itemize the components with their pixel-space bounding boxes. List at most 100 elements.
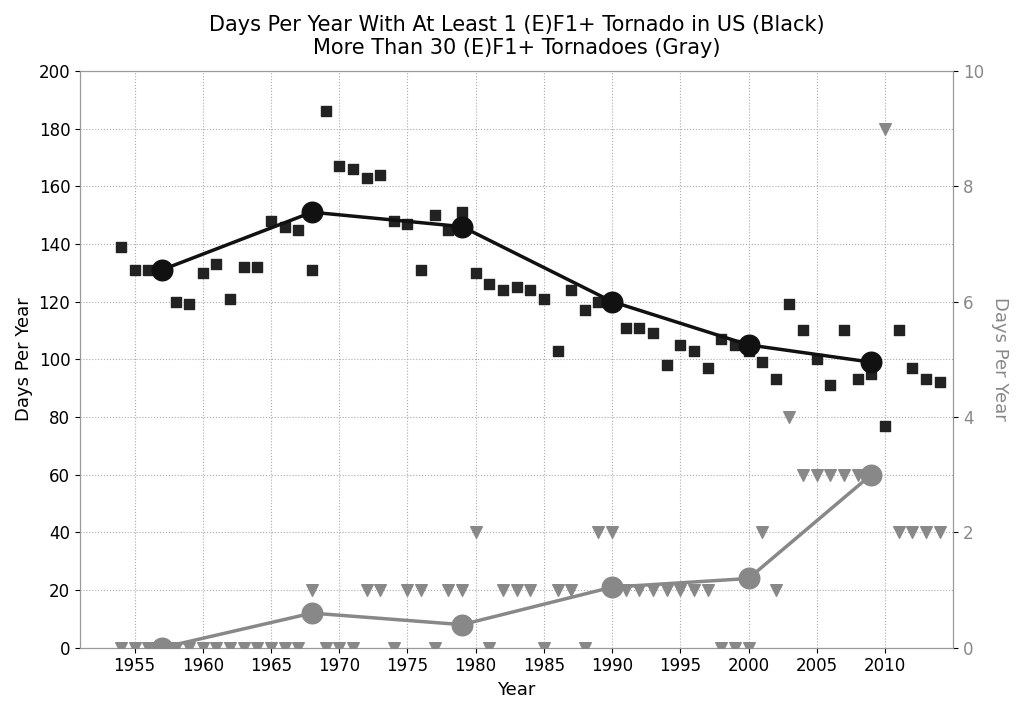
Point xyxy=(495,584,511,595)
Point xyxy=(645,328,662,339)
Point xyxy=(345,642,361,653)
Point xyxy=(795,469,811,481)
Point xyxy=(140,642,157,653)
Point xyxy=(208,258,224,270)
Point xyxy=(863,469,880,481)
Point xyxy=(850,373,866,385)
Point xyxy=(536,293,552,304)
Point xyxy=(317,106,334,117)
Point xyxy=(508,584,524,595)
Point xyxy=(768,584,784,595)
Point xyxy=(863,356,880,368)
Point xyxy=(672,584,688,595)
Point xyxy=(836,325,852,336)
Point xyxy=(427,642,443,653)
Point xyxy=(113,642,129,653)
Point xyxy=(631,322,647,333)
Point xyxy=(222,293,239,304)
Point xyxy=(276,642,293,653)
Point xyxy=(713,333,729,345)
Point xyxy=(577,642,593,653)
Point xyxy=(822,469,839,481)
Point xyxy=(754,527,770,538)
Point xyxy=(399,218,416,229)
Point xyxy=(249,642,265,653)
Point xyxy=(645,584,662,595)
Point xyxy=(604,298,621,310)
Point xyxy=(440,584,457,595)
Point xyxy=(236,261,252,273)
Point xyxy=(563,584,580,595)
Title: Days Per Year With At Least 1 (E)F1+ Tornado in US (Black)
More Than 30 (E)F1+ T: Days Per Year With At Least 1 (E)F1+ Tor… xyxy=(209,15,824,59)
Point xyxy=(331,642,347,653)
Point xyxy=(604,296,621,307)
Point xyxy=(481,642,498,653)
Point xyxy=(727,339,743,351)
Point xyxy=(781,298,798,310)
Point xyxy=(481,278,498,290)
Point xyxy=(931,527,947,538)
Point xyxy=(754,356,770,368)
Point xyxy=(222,642,239,653)
Point xyxy=(536,642,552,653)
X-axis label: Year: Year xyxy=(498,681,536,699)
Point xyxy=(468,267,484,278)
Point xyxy=(563,284,580,296)
Point xyxy=(522,584,539,595)
Point xyxy=(877,123,893,134)
Point xyxy=(290,642,306,653)
Point xyxy=(822,380,839,391)
Point xyxy=(454,584,470,595)
Point xyxy=(126,642,142,653)
Point xyxy=(495,284,511,296)
Point xyxy=(631,584,647,595)
Point xyxy=(427,209,443,221)
Point xyxy=(399,584,416,595)
Point xyxy=(740,573,757,584)
Point xyxy=(891,527,907,538)
Point xyxy=(331,161,347,172)
Point xyxy=(167,642,183,653)
Point xyxy=(263,642,280,653)
Point xyxy=(454,206,470,218)
Point xyxy=(877,420,893,431)
Point xyxy=(604,527,621,538)
Point xyxy=(454,619,470,630)
Point xyxy=(768,373,784,385)
Point xyxy=(658,584,675,595)
Point xyxy=(317,642,334,653)
Point xyxy=(918,373,934,385)
Point xyxy=(672,339,688,351)
Point xyxy=(167,296,183,307)
Point xyxy=(850,469,866,481)
Point xyxy=(713,642,729,653)
Point xyxy=(249,261,265,273)
Point xyxy=(181,298,198,310)
Point xyxy=(304,584,321,595)
Point xyxy=(795,325,811,336)
Point xyxy=(699,362,716,373)
Y-axis label: Days Per Year: Days Per Year xyxy=(15,298,33,421)
Point xyxy=(863,469,880,481)
Point xyxy=(154,642,170,653)
Point xyxy=(740,345,757,356)
Point xyxy=(522,284,539,296)
Point xyxy=(740,642,757,653)
Point xyxy=(358,172,375,183)
Point xyxy=(236,642,252,653)
Point xyxy=(195,642,211,653)
Point xyxy=(126,264,142,276)
Point xyxy=(372,584,388,595)
Point xyxy=(345,164,361,175)
Point xyxy=(386,215,402,226)
Point xyxy=(358,584,375,595)
Point xyxy=(386,642,402,653)
Point xyxy=(891,325,907,336)
Point xyxy=(181,642,198,653)
Point xyxy=(617,584,634,595)
Point xyxy=(904,362,921,373)
Point xyxy=(290,223,306,235)
Point xyxy=(904,527,921,538)
Point xyxy=(372,169,388,181)
Point xyxy=(508,281,524,293)
